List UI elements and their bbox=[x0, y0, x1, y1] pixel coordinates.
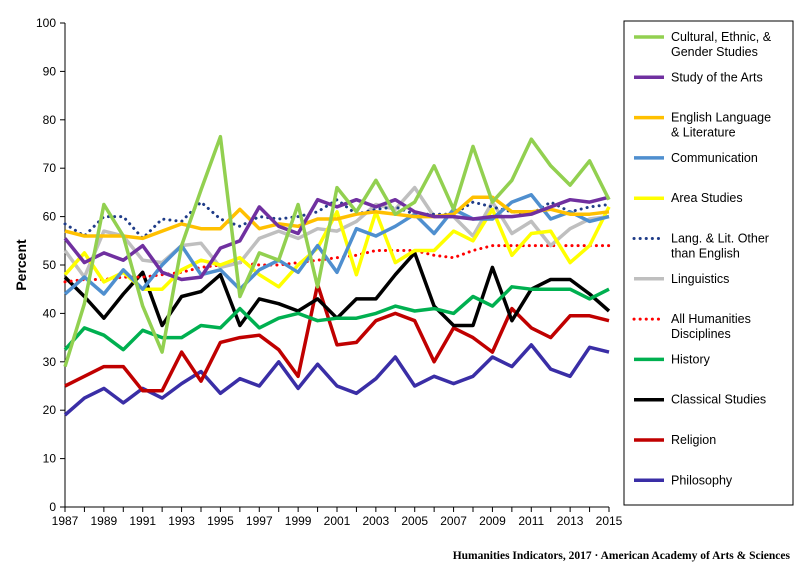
x-tick-label: 1993 bbox=[168, 514, 195, 528]
legend-label: Philosophy bbox=[671, 473, 733, 487]
legend-label: English Language bbox=[671, 111, 771, 125]
x-tick-label: 1995 bbox=[207, 514, 234, 528]
x-tick-label: 2009 bbox=[479, 514, 506, 528]
y-tick-label: 70 bbox=[43, 161, 57, 175]
y-tick-label: 60 bbox=[43, 210, 57, 224]
x-tick-label: 1991 bbox=[129, 514, 156, 528]
series-line-lang-lit-other-than-english bbox=[63, 198, 611, 240]
x-tick-label: 1987 bbox=[52, 514, 79, 528]
legend-label: than English bbox=[671, 247, 740, 261]
legend-label: Classical Studies bbox=[671, 393, 766, 407]
legend-label: History bbox=[671, 352, 711, 366]
legend-label: Linguistics bbox=[671, 272, 729, 286]
y-tick-label: 10 bbox=[43, 452, 57, 466]
x-tick-label: 2011 bbox=[518, 514, 544, 528]
y-tick-label: 0 bbox=[49, 500, 56, 514]
series-line-area-studies bbox=[63, 206, 611, 291]
series-line-english-language-literature bbox=[64, 195, 610, 241]
legend-label: Religion bbox=[671, 433, 716, 447]
legend-label: Disciplines bbox=[671, 327, 731, 341]
footer-credit: Humanities Indicators, 2017 · American A… bbox=[452, 550, 790, 562]
x-tick-label: 1997 bbox=[246, 514, 273, 528]
series-line-study-of-the-arts bbox=[63, 195, 610, 282]
y-tick-label: 100 bbox=[36, 16, 56, 30]
y-tick-label: 50 bbox=[43, 258, 57, 272]
x-axis: 1987 1989 1991 1993 1995 1997 1999 2001 2003 2005… bbox=[52, 506, 623, 528]
legend-label: Study of the Arts bbox=[671, 70, 763, 84]
y-axis: 0 10 20 30 40 50 60 70 80 90 100 bbox=[36, 16, 66, 514]
legend-label: Gender Studies bbox=[671, 45, 758, 59]
series-line-communication bbox=[63, 193, 610, 296]
y-tick-label: 40 bbox=[43, 306, 57, 320]
series-line-philosophy bbox=[63, 343, 610, 417]
legend-box bbox=[623, 20, 794, 506]
legend: Cultural, Ethnic, &Gender Studies Study o… bbox=[632, 30, 772, 487]
legend-label: Communication bbox=[671, 151, 758, 165]
x-tick-label: 2007 bbox=[440, 514, 467, 528]
y-axis-label: Percent bbox=[13, 239, 29, 291]
x-tick-label: 2003 bbox=[363, 514, 390, 528]
legend-label: Cultural, Ethnic, & bbox=[671, 30, 772, 44]
legend-label: Area Studies bbox=[671, 191, 743, 205]
y-tick-label: 20 bbox=[43, 403, 57, 417]
y-tick-label: 30 bbox=[43, 355, 57, 369]
x-tick-label: 2015 bbox=[596, 514, 623, 528]
x-tick-label: 2005 bbox=[401, 514, 428, 528]
y-tick-label: 90 bbox=[43, 64, 57, 78]
legend-label: & Literature bbox=[671, 126, 736, 140]
x-tick-label: 2001 bbox=[324, 514, 351, 528]
x-tick-label: 1999 bbox=[285, 514, 312, 528]
legend-label: All Humanities bbox=[671, 312, 751, 326]
series-lines bbox=[63, 134, 611, 417]
series-line-religion bbox=[64, 282, 610, 393]
x-tick-label: 2013 bbox=[557, 514, 584, 528]
legend-label: Lang. & Lit. Other bbox=[671, 232, 769, 246]
series-line-cultural-ethnic-gender-studies bbox=[63, 134, 611, 368]
x-tick-label: 1989 bbox=[91, 514, 118, 528]
y-tick-label: 80 bbox=[43, 113, 57, 127]
